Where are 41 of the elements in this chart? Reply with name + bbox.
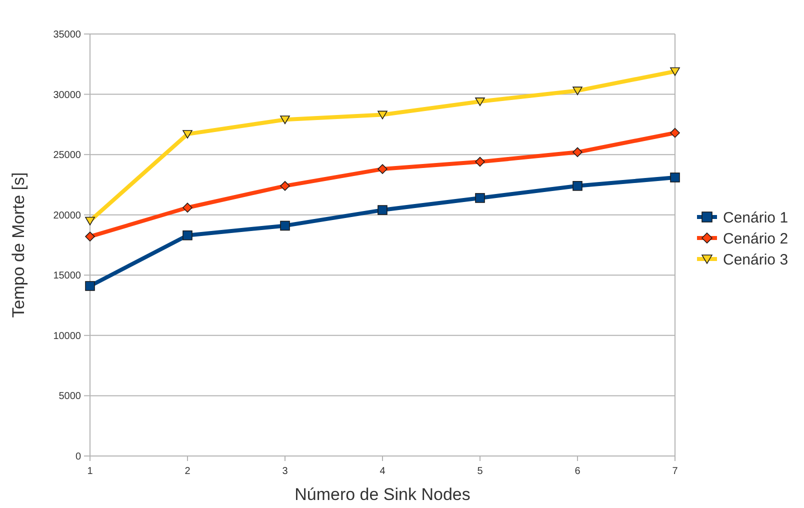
x-axis-title: Número de Sink Nodes: [294, 485, 470, 504]
x-tick-label: 5: [477, 466, 484, 477]
y-tick-label: 15000: [53, 270, 82, 282]
x-tick-label: 6: [574, 466, 581, 477]
point: [182, 230, 192, 240]
x-tick-label: 2: [184, 466, 191, 477]
point: [182, 130, 192, 139]
x-tick-label: 1: [87, 466, 94, 477]
y-axis-title: Tempo de Morte [s]: [9, 172, 28, 318]
point: [475, 193, 485, 203]
point: [85, 216, 95, 226]
point: [280, 181, 290, 191]
point: [182, 202, 192, 213]
point: [572, 181, 582, 191]
y-tick-label: 20000: [53, 210, 82, 222]
point: [475, 156, 485, 167]
point: [280, 116, 290, 124]
point: [670, 172, 680, 182]
point: [378, 205, 388, 215]
point: [378, 110, 388, 120]
legend-label: Cenário 3: [723, 251, 788, 268]
y-tick-label: 25000: [53, 150, 82, 162]
legend-label: Cenário 1: [723, 209, 788, 226]
point: [572, 86, 582, 96]
point: [378, 164, 388, 174]
y-tick-label: 0: [75, 452, 82, 462]
point: [670, 67, 680, 76]
x-tick-label: 4: [380, 466, 386, 477]
point: [280, 220, 290, 231]
legend-label: Cenário 2: [723, 230, 788, 248]
y-tick-label: 35000: [53, 30, 82, 40]
y-tick-label: 10000: [53, 330, 82, 342]
point: [572, 147, 582, 158]
x-tick-label: 3: [282, 466, 288, 477]
point: [85, 281, 95, 291]
x-tick-label: 7: [672, 466, 678, 477]
point: [85, 232, 95, 242]
y-tick-label: 5000: [58, 391, 82, 402]
y-tick-label: 30000: [53, 90, 82, 101]
point: [670, 128, 680, 138]
point: [475, 98, 485, 106]
